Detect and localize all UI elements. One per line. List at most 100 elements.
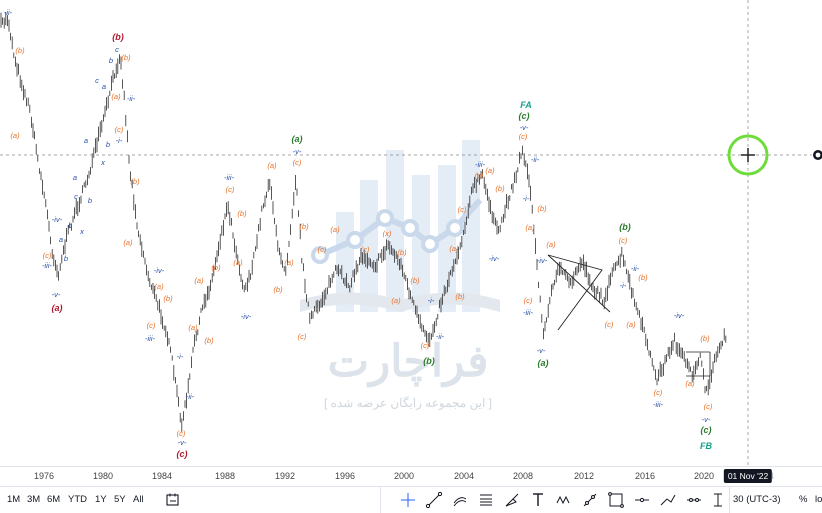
wave-label: (c) bbox=[619, 236, 628, 245]
wave-label: (c) bbox=[654, 388, 663, 397]
wave-label: -iii- bbox=[224, 173, 234, 182]
goto-date-icon[interactable] bbox=[166, 493, 180, 507]
wave-label: a bbox=[84, 136, 88, 145]
wave-label: (b) bbox=[112, 32, 124, 42]
wave-label: FA bbox=[520, 100, 532, 110]
price-range-tool-icon[interactable] bbox=[709, 491, 727, 509]
wave-label: (a) bbox=[194, 276, 204, 285]
horizontal-line-tool-icon[interactable] bbox=[633, 491, 651, 509]
timezone-label[interactable]: 30 (UTC-3) bbox=[733, 494, 781, 505]
wave-label: (c) bbox=[524, 296, 533, 305]
wave-label: (a) bbox=[538, 358, 549, 368]
wave-label: (a) bbox=[449, 244, 459, 253]
wave-label: c bbox=[95, 76, 99, 85]
range-1y-button[interactable]: 1Y bbox=[95, 494, 107, 505]
wave-label: -iii- bbox=[475, 160, 485, 169]
wave-label: -v- bbox=[520, 123, 529, 132]
wave-label: x bbox=[79, 227, 84, 236]
path-tool-icon[interactable] bbox=[659, 491, 677, 509]
percent-scale-button[interactable]: % bbox=[799, 494, 808, 505]
wave-label: b bbox=[88, 196, 92, 205]
wave-label: (c) bbox=[318, 245, 327, 254]
wave-label: b bbox=[106, 140, 110, 149]
wave-label: -iv- bbox=[674, 311, 685, 320]
time-axis-label: 2016 bbox=[634, 471, 656, 481]
pattern-tool-icon[interactable] bbox=[555, 491, 573, 509]
wave-label: (a) bbox=[267, 161, 277, 170]
wave-label: -iii- bbox=[145, 334, 155, 343]
time-axis-label: 1996 bbox=[334, 471, 356, 481]
price-bars bbox=[0, 11, 727, 432]
wave-label: -ii- bbox=[186, 392, 195, 401]
wave-label: (a) bbox=[123, 238, 133, 247]
wave-label: (a) bbox=[485, 166, 495, 175]
wave-label: (b) bbox=[495, 184, 505, 193]
crosshair-tool-icon[interactable] bbox=[399, 491, 417, 509]
range-6m-button[interactable]: 6M bbox=[47, 494, 61, 505]
channel-tool-icon[interactable] bbox=[451, 491, 469, 509]
wave-label: (c) bbox=[298, 332, 307, 341]
time-axis-label: 1988 bbox=[214, 471, 236, 481]
wave-label: (a) bbox=[626, 320, 636, 329]
watermark-brand: فراچارت bbox=[328, 337, 489, 388]
wave-label: c bbox=[68, 221, 72, 230]
wave-label: (c) bbox=[177, 449, 188, 459]
wave-label: -v- bbox=[537, 346, 546, 355]
price-scale-marker-icon bbox=[813, 150, 822, 160]
wave-label: -v- bbox=[178, 438, 187, 447]
wave-label: (c) bbox=[605, 320, 614, 329]
wave-label: (b) bbox=[619, 222, 631, 232]
wave-label: -ii- bbox=[631, 264, 640, 273]
range-all-button[interactable]: All bbox=[133, 494, 144, 505]
wave-label: (b) bbox=[130, 177, 140, 186]
wave-label: b bbox=[109, 56, 113, 65]
rectangle-tool-icon[interactable] bbox=[607, 491, 625, 509]
time-axis-label: 2000 bbox=[393, 471, 415, 481]
wave-label: (b) bbox=[455, 292, 465, 301]
wave-label: -iv- bbox=[537, 256, 548, 265]
crosshair-cursor-highlight bbox=[727, 134, 769, 176]
wave-label: a bbox=[102, 82, 106, 91]
time-axis-label: 2020 bbox=[693, 471, 715, 481]
crosshair-plus-icon bbox=[741, 148, 755, 162]
fib-retracement-tool-icon[interactable] bbox=[477, 491, 495, 509]
time-axis-label: 2012 bbox=[573, 471, 595, 481]
measure-tool-icon[interactable] bbox=[685, 491, 703, 509]
wave-label: (a) bbox=[10, 131, 20, 140]
elliott-wave-tool-icon[interactable] bbox=[581, 491, 599, 509]
wave-label: -iii- bbox=[523, 308, 533, 317]
brush-tool-icon[interactable] bbox=[503, 491, 521, 509]
wave-label: (c) bbox=[293, 158, 302, 167]
wave-label: (b) bbox=[299, 222, 309, 231]
wave-label: (c) bbox=[147, 321, 156, 330]
log-scale-button[interactable]: lo bbox=[815, 494, 822, 505]
drawing-toolbar bbox=[380, 487, 730, 513]
text-tool-icon[interactable] bbox=[529, 491, 547, 509]
wave-label: (b) bbox=[211, 263, 221, 272]
wave-label: (c) bbox=[519, 132, 528, 141]
time-axis[interactable]: 1976 1980 1984 1988 1992 1996 2000 2004 2008 2012… bbox=[0, 466, 822, 487]
time-axis-label: 1980 bbox=[92, 471, 114, 481]
wave-label: (c) bbox=[361, 245, 370, 254]
price-chart[interactable]: فراچارت [ این مجموعه رایگان عرضه شده ] -i… bbox=[0, 0, 822, 466]
range-ytd-button[interactable]: YTD bbox=[68, 494, 87, 505]
range-3m-button[interactable]: 3M bbox=[27, 494, 41, 505]
wave-label: (a) bbox=[233, 258, 243, 267]
trend-line-tool-icon[interactable] bbox=[425, 491, 443, 509]
wave-label: (c) bbox=[43, 251, 52, 260]
wave-label: -ii- bbox=[127, 94, 136, 103]
wave-label: (b) bbox=[423, 356, 435, 366]
bottom-toolbar: 1M 3M 6M YTD 1Y 5Y All 30 (UTC-3) % lo bbox=[0, 486, 822, 513]
wave-label: -ii- bbox=[436, 332, 445, 341]
wave-label: (b) bbox=[163, 294, 173, 303]
range-5y-button[interactable]: 5Y bbox=[114, 494, 126, 505]
range-1m-button[interactable]: 1M bbox=[7, 494, 21, 505]
wave-label: (b) bbox=[537, 204, 547, 213]
wave-label: (a) bbox=[546, 240, 556, 249]
wave-label: -i- bbox=[116, 136, 123, 145]
wave-label: -i- bbox=[523, 194, 530, 203]
wave-label: -iv- bbox=[241, 312, 252, 321]
wave-label: (b) bbox=[410, 276, 420, 285]
time-axis-label: 1976 bbox=[33, 471, 55, 481]
wave-label: c bbox=[115, 45, 119, 54]
